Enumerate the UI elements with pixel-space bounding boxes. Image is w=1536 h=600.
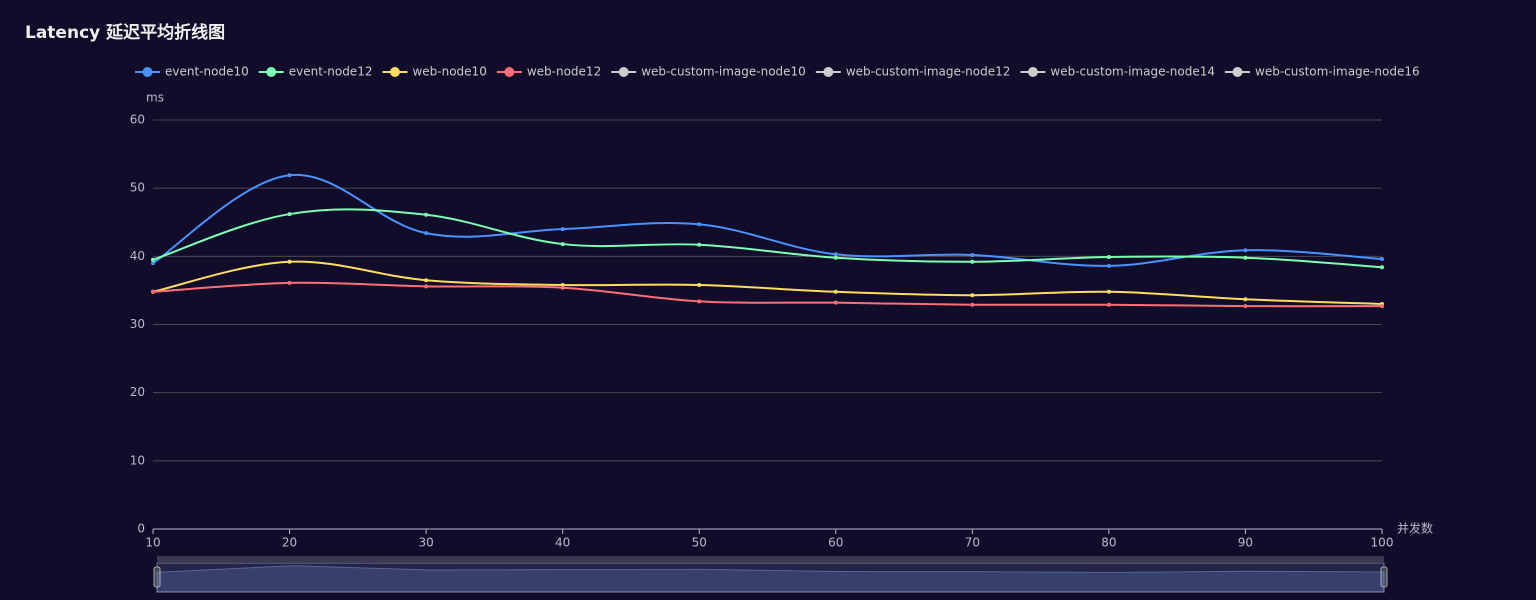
point (970, 302, 975, 307)
y-tick-label: 60 (130, 113, 145, 127)
point (1380, 265, 1384, 270)
y-tick-label: 50 (130, 181, 145, 195)
series-line (152, 281, 1383, 308)
y-tick-label: 20 (130, 385, 145, 399)
series-line (152, 208, 1383, 269)
point (833, 300, 838, 305)
point (560, 285, 565, 290)
point (833, 252, 838, 257)
x-tick-label: 100 (1371, 536, 1394, 550)
legend-text: event-node12 (289, 65, 373, 79)
legend-text: web-custom-image-node12 (846, 65, 1011, 79)
x-tick-label: 30 (418, 536, 433, 550)
point (424, 284, 429, 289)
legend-symbol (504, 67, 515, 77)
legend-symbol (823, 67, 834, 77)
series-line (152, 174, 1383, 267)
point (1106, 289, 1111, 294)
point (287, 280, 292, 285)
legend-item[interactable]: web-node10 (382, 65, 487, 79)
point (697, 242, 702, 247)
legend-text: web-custom-image-node16 (1255, 65, 1420, 79)
x-tick-label: 10 (145, 536, 160, 550)
point (970, 252, 975, 257)
zoom-handle[interactable] (153, 566, 161, 588)
point (1380, 257, 1384, 262)
legend-item[interactable]: web-custom-image-node10 (611, 65, 806, 79)
y-tick-label: 40 (130, 249, 145, 263)
legend-item[interactable]: web-custom-image-node12 (815, 65, 1011, 79)
legend-item[interactable]: event-node12 (258, 65, 373, 79)
point (1106, 255, 1111, 260)
x-tick-label: 80 (1101, 536, 1116, 550)
legend-item[interactable]: web-node12 (496, 65, 601, 79)
legend-text: web-custom-image-node10 (641, 65, 806, 79)
legend-text: web-node10 (412, 65, 486, 79)
point (424, 278, 429, 283)
legend-symbol (1027, 67, 1038, 77)
legend-item[interactable]: web-custom-image-node14 (1020, 65, 1215, 79)
x-tick-label: 60 (828, 536, 843, 550)
x-tick-label: 70 (965, 536, 980, 550)
chart-title: Latency 延迟平均折线图 (25, 22, 225, 43)
zoom-handle[interactable] (1380, 566, 1388, 588)
zoom-window[interactable] (157, 563, 1384, 592)
point (560, 227, 565, 232)
point (1243, 297, 1248, 302)
point (697, 299, 702, 304)
point (970, 259, 975, 264)
point (697, 222, 702, 227)
point (287, 212, 292, 217)
legend-text: web-custom-image-node14 (1050, 65, 1215, 79)
legend-item[interactable]: event-node10 (135, 65, 249, 79)
legend-symbol (618, 67, 629, 77)
point (1243, 248, 1248, 253)
point (151, 257, 155, 262)
x-tick-label: 50 (692, 536, 707, 550)
legend-item[interactable]: web-custom-image-node16 (1225, 65, 1420, 79)
point (1106, 263, 1111, 268)
x-tick-label: 40 (555, 536, 570, 550)
legend-text: web-node12 (527, 65, 601, 79)
x-axis-label: 并发数 (1397, 521, 1433, 536)
y-tick-label: 0 (137, 522, 145, 536)
y-tick-label: 10 (130, 453, 145, 467)
point (151, 289, 155, 294)
point (970, 293, 975, 298)
x-tick-label: 20 (282, 536, 297, 550)
point (424, 212, 429, 217)
y-tick-label: 30 (130, 317, 145, 331)
point (1243, 255, 1248, 260)
legend-symbol (266, 67, 277, 77)
legend-text: event-node10 (165, 65, 249, 79)
x-tick-label: 90 (1238, 536, 1253, 550)
point (560, 242, 565, 247)
point (287, 259, 292, 264)
point (287, 173, 292, 178)
point (1106, 302, 1111, 307)
y-axis-label: ms (146, 91, 164, 105)
legend-symbol (142, 67, 153, 77)
point (833, 289, 838, 294)
zoom-bar[interactable] (157, 556, 1384, 562)
point (1243, 304, 1248, 309)
zoom-preview (156, 565, 1385, 593)
point (424, 231, 429, 236)
point (833, 255, 838, 260)
point (1380, 304, 1384, 309)
point (697, 282, 702, 287)
legend-symbol (1232, 67, 1243, 77)
point (151, 261, 155, 266)
series-line (152, 260, 1383, 306)
legend-symbol (389, 67, 400, 77)
data-zoom[interactable] (153, 556, 1388, 593)
